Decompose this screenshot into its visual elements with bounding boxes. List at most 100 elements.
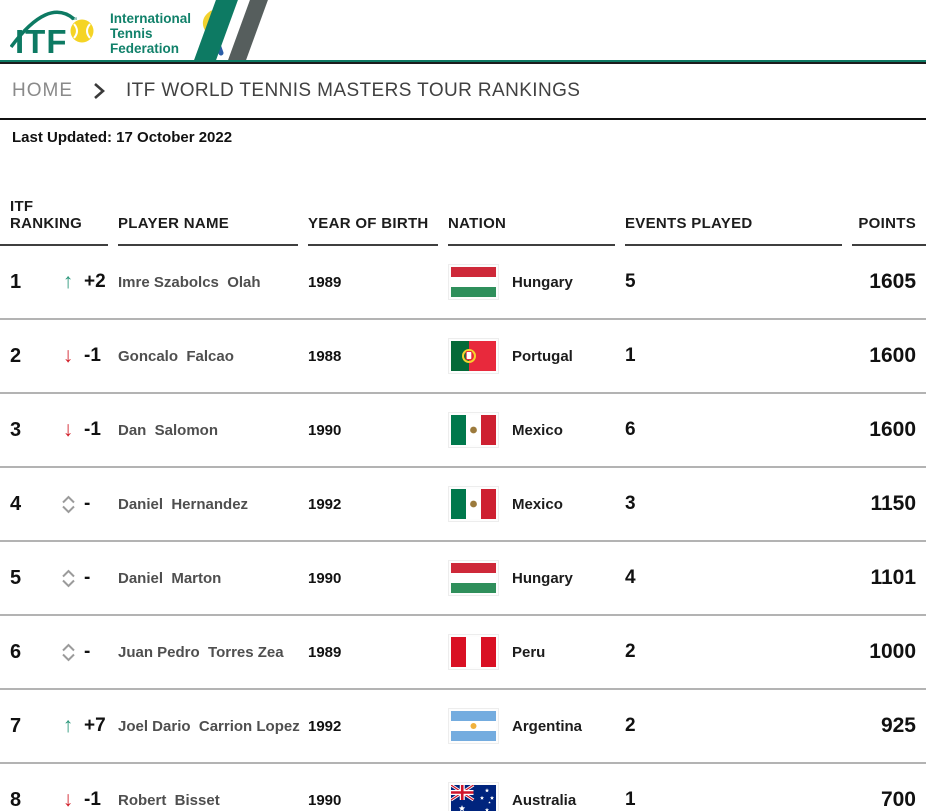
player-name: Goncalo Falcao [118,347,234,365]
nation-cell: Portugal [448,338,625,374]
year-of-birth: 1989 [308,643,342,661]
nation-name: Mexico [512,495,563,513]
nation-cell: Mexico [448,486,625,522]
page-title: ITF WORLD TENNIS MASTERS TOUR RANKINGS [126,80,581,101]
rank-movement: ↓ [52,345,84,366]
year-of-birth: 1988 [308,347,342,365]
nation-name: Portugal [512,347,573,365]
table-row: 7 ↑ +7 Joel Dario Carrion Lopez 1992 Arg… [0,690,926,764]
rank-up-icon: ↑ [62,714,74,737]
rankings-table-header: ITF RANKING PLAYER NAME YEAR OF BIRTH NA… [0,198,926,246]
rank-cell: 5 - [0,567,118,590]
site-header: ITF ™ International Tennis Federation [0,0,926,62]
year-of-birth: 1990 [308,791,342,809]
itf-logo-icon: ITF ™ [10,10,94,58]
rank-change: -1 [84,419,101,440]
rank-change: -1 [84,789,101,810]
last-updated-label: Last Updated: 17 October 2022 [12,129,233,146]
events-played: 5 [625,271,636,292]
svg-text:ITF: ITF [15,23,67,58]
nation-name: Hungary [512,273,573,291]
rank-movement: ↑ [52,714,84,737]
points-value: 1000 [869,640,916,663]
events-played: 2 [625,715,636,736]
nation-cell: Australia [448,782,625,811]
header-nation: NATION [448,215,625,246]
rank-number: 1 [10,270,22,293]
rank-movement [52,494,84,515]
year-of-birth: 1992 [308,495,342,513]
player-name: Daniel Marton [118,569,222,587]
player-name: Joel Dario Carrion Lopez [118,717,300,735]
points-value: 1600 [869,418,916,441]
nation-cell: Hungary [448,560,625,596]
points-value: 700 [880,788,916,811]
org-line-2: Tennis [110,26,153,41]
events-played: 1 [625,789,636,810]
rank-change: - [84,493,91,514]
table-row: 4 - Daniel Hernandez 1992 Mexico 3 1150 [0,468,926,542]
player-name: Dan Salomon [118,421,219,439]
rank-movement: ↓ [52,418,84,441]
nation-cell: Argentina [448,708,625,744]
org-line-3: Federation [110,41,180,56]
peru-flag-icon [448,634,499,670]
table-row: 3 ↓ -1 Dan Salomon 1990 Mexico 6 1600 [0,394,926,468]
nation-name: Australia [512,791,577,809]
rank-movement: ↑ [52,270,84,293]
player-name: Daniel Hernandez [118,495,249,513]
player-name: Juan Pedro Torres Zea [118,643,284,661]
hungary-flag-icon [448,264,499,300]
rank-cell: 6 - [0,641,118,664]
org-name: International Tennis Federation [110,11,191,56]
org-line-1: International [110,11,192,26]
rank-nochange-icon [61,569,75,587]
table-row: 6 - Juan Pedro Torres Zea 1989 Peru 2 10… [0,616,926,690]
nation-cell: Hungary [448,264,625,300]
rank-number: 5 [10,566,22,589]
rank-up-icon: ↑ [62,270,74,293]
rank-change: +2 [84,271,106,292]
mexico-flag-icon [448,412,499,448]
nation-name: Hungary [512,569,573,587]
rank-cell: 7 ↑ +7 [0,715,118,738]
hungary-flag-icon [448,560,499,596]
table-row: 1 ↑ +2 Imre Szabolcs Olah 1989 Hungary 5… [0,246,926,320]
events-played: 6 [625,419,636,440]
portugal-flag-icon [448,338,499,374]
player-name: Robert Bisset [118,791,220,809]
year-of-birth: 1990 [308,421,342,439]
header-itf-ranking: ITF RANKING [0,198,118,246]
rankings-table: ITF RANKING PLAYER NAME YEAR OF BIRTH NA… [0,198,926,811]
breadcrumb-home-link[interactable]: HOME [12,80,73,101]
rank-number: 4 [10,492,22,515]
points-value: 1605 [869,270,916,293]
rank-movement [52,568,84,589]
year-of-birth: 1989 [308,273,342,291]
rank-cell: 4 - [0,493,118,516]
events-played: 4 [625,567,636,588]
rank-change: - [84,641,91,662]
year-of-birth: 1990 [308,569,342,587]
points-value: 1101 [870,566,916,589]
points-value: 1150 [870,492,916,515]
table-row: 2 ↓ -1 Goncalo Falcao 1988 Portugal 1 16… [0,320,926,394]
rank-change: -1 [84,345,101,366]
svg-text:™: ™ [70,17,77,24]
breadcrumb: HOME ITF WORLD TENNIS MASTERS TOUR RANKI… [0,62,926,118]
rank-movement: ↓ [52,788,84,811]
rank-number: 8 [10,788,22,811]
rank-nochange-icon [61,495,75,513]
rank-number: 2 [10,344,22,367]
rank-change: +7 [84,715,106,736]
breadcrumb-chevron-icon [93,82,106,100]
rankings-body: 1 ↑ +2 Imre Szabolcs Olah 1989 Hungary 5… [0,246,926,811]
header-points: POINTS [852,215,926,246]
table-row: 8 ↓ -1 Robert Bisset 1990 Australia 1 70… [0,764,926,811]
rank-down-icon: ↓ [62,418,74,441]
header-events-played: EVENTS PLAYED [625,215,852,246]
rank-down-icon: ↓ [62,788,74,811]
rank-nochange-icon [61,643,75,661]
rank-number: 7 [10,714,22,737]
rank-cell: 3 ↓ -1 [0,419,118,442]
